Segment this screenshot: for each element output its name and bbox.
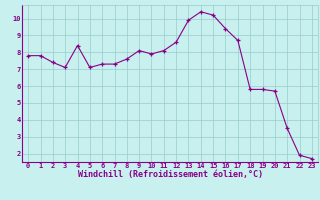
X-axis label: Windchill (Refroidissement éolien,°C): Windchill (Refroidissement éolien,°C) [77, 170, 262, 179]
